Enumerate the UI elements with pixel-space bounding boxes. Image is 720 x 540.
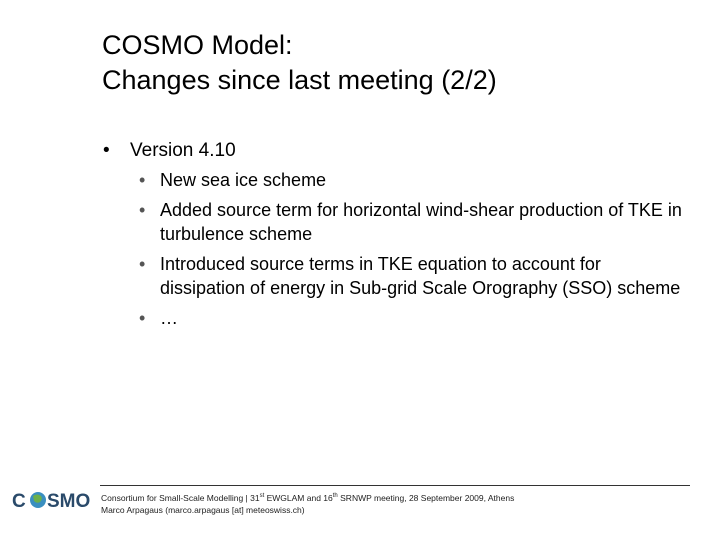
- footer-line: Consortium for Small-Scale Modelling | 3…: [101, 490, 514, 504]
- footer-rule: [100, 485, 690, 486]
- footer: Consortium for Small-Scale Modelling | 3…: [101, 490, 514, 516]
- title: COSMO Model: Changes since last meeting …: [102, 28, 497, 98]
- footer-text: SRNWP meeting, 28 September 2009, Athens: [337, 492, 515, 503]
- title-line: COSMO Model:: [102, 30, 293, 60]
- bullet-list: Version 4.10 New sea ice scheme Added sour…: [103, 138, 703, 336]
- bullet-text: Version 4.10: [130, 140, 236, 161]
- sub-list: New sea ice scheme Added source term for …: [130, 168, 703, 330]
- footer-line: Marco Arpagaus (marco.arpagaus [at] mete…: [101, 504, 305, 515]
- footer-text: EWGLAM and 16: [264, 492, 333, 503]
- logo-land: [33, 494, 42, 503]
- title-line: Changes since last meeting (2/2): [102, 65, 497, 95]
- sub-bullet: Added source term for horizontal wind-sh…: [130, 198, 690, 246]
- sub-bullet: …: [130, 306, 690, 330]
- logo-text: C: [12, 491, 26, 512]
- sub-bullet: Introduced source terms in TKE equation …: [130, 252, 690, 300]
- logo: C SMO: [12, 491, 90, 512]
- logo-text: SMO: [47, 491, 90, 512]
- footer-text: st: [259, 493, 265, 499]
- footer-text: th: [332, 493, 338, 499]
- bullet: Version 4.10 New sea ice scheme Added sour…: [103, 138, 703, 330]
- sub-bullet: New sea ice scheme: [130, 168, 690, 192]
- footer-text: Consortium for Small-Scale Modelling | 3…: [101, 492, 260, 503]
